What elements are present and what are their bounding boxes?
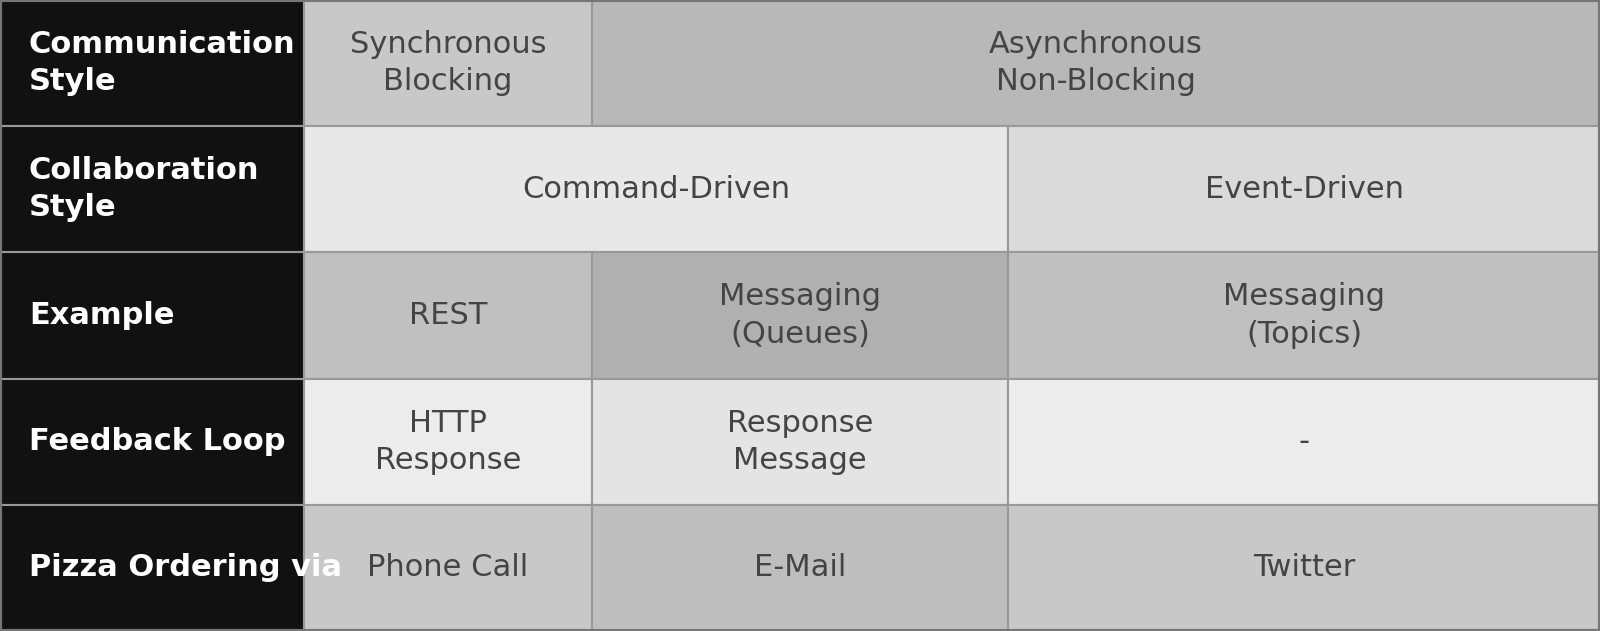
Bar — [0, 505, 304, 631]
Text: Asynchronous
Non-Blocking: Asynchronous Non-Blocking — [989, 30, 1203, 96]
Text: Synchronous
Blocking: Synchronous Blocking — [350, 30, 546, 96]
Text: HTTP
Response: HTTP Response — [374, 409, 522, 475]
Bar — [592, 379, 1008, 505]
Bar — [0, 252, 304, 379]
Bar — [1008, 505, 1600, 631]
Text: Command-Driven: Command-Driven — [522, 175, 790, 204]
Text: Feedback Loop: Feedback Loop — [29, 427, 285, 456]
Bar — [592, 505, 1008, 631]
Text: REST: REST — [410, 301, 486, 330]
Text: Pizza Ordering via: Pizza Ordering via — [29, 553, 342, 582]
Text: Response
Message: Response Message — [726, 409, 874, 475]
Text: Collaboration
Style: Collaboration Style — [29, 156, 259, 222]
Text: -: - — [1299, 427, 1309, 456]
Bar — [0, 379, 304, 505]
Bar — [304, 252, 592, 379]
Bar — [0, 126, 304, 252]
Text: Twitter: Twitter — [1253, 553, 1355, 582]
Text: Phone Call: Phone Call — [368, 553, 528, 582]
Bar — [304, 126, 1008, 252]
Bar — [1008, 126, 1600, 252]
Bar — [592, 0, 1600, 126]
Bar — [304, 379, 592, 505]
Text: Messaging
(Topics): Messaging (Topics) — [1222, 283, 1386, 348]
Text: Messaging
(Queues): Messaging (Queues) — [718, 283, 882, 348]
Bar — [1008, 379, 1600, 505]
Text: E-Mail: E-Mail — [754, 553, 846, 582]
Bar — [304, 0, 592, 126]
Bar — [0, 0, 304, 126]
Bar — [1008, 252, 1600, 379]
Text: Communication
Style: Communication Style — [29, 30, 296, 96]
Bar — [304, 505, 592, 631]
Text: Event-Driven: Event-Driven — [1205, 175, 1403, 204]
Bar — [592, 252, 1008, 379]
Text: Example: Example — [29, 301, 174, 330]
